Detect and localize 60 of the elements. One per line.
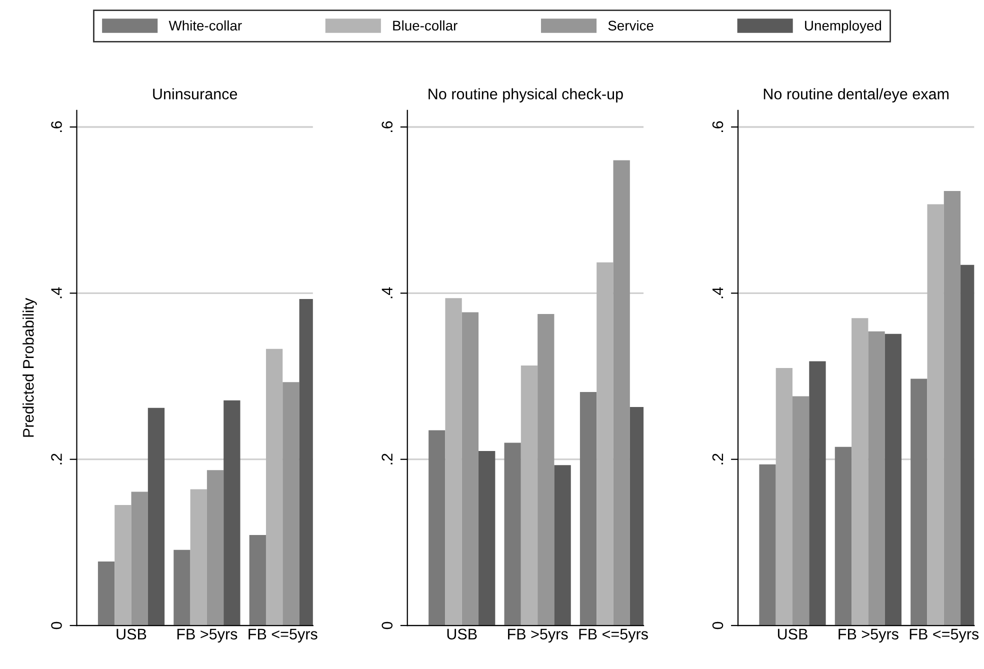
bar bbox=[884, 334, 902, 626]
bar bbox=[520, 365, 538, 626]
bar bbox=[428, 430, 446, 626]
bar bbox=[148, 408, 165, 626]
y-tick-label: .6 bbox=[382, 121, 393, 132]
x-tick-label: FB >5yrs bbox=[508, 628, 568, 643]
bar bbox=[759, 464, 776, 626]
bar bbox=[504, 442, 521, 626]
bar bbox=[190, 489, 207, 626]
y-tick-label: .4 bbox=[382, 287, 392, 298]
bar bbox=[776, 368, 792, 626]
bar bbox=[868, 331, 885, 626]
legend-label: White-collar bbox=[168, 20, 242, 31]
bar bbox=[266, 348, 283, 626]
bar bbox=[852, 318, 868, 626]
y-axis-title: Predicted Probability bbox=[22, 298, 37, 437]
legend-label: Blue-collar bbox=[393, 20, 458, 31]
chart-title: No routine physical check-up bbox=[428, 88, 623, 102]
bar bbox=[462, 312, 479, 626]
bar bbox=[596, 262, 614, 626]
y-tick-label: .2 bbox=[712, 454, 724, 464]
bar bbox=[206, 470, 224, 626]
y-tick-label: .4 bbox=[51, 287, 62, 298]
bar bbox=[927, 204, 944, 626]
y-tick-label: .6 bbox=[51, 121, 62, 132]
bar bbox=[478, 451, 496, 626]
y-tick-label: 0 bbox=[382, 622, 393, 630]
bar bbox=[538, 314, 554, 626]
bar bbox=[554, 465, 571, 626]
y-tick-label: 0 bbox=[51, 622, 62, 630]
x-tick-label: FB >5yrs bbox=[177, 628, 238, 643]
legend-label: Service bbox=[608, 20, 654, 31]
bar bbox=[114, 505, 132, 626]
bar bbox=[174, 550, 190, 626]
bar bbox=[445, 298, 462, 626]
legend-label: Unemployed bbox=[805, 20, 882, 34]
y-tick-label: .2 bbox=[382, 454, 392, 464]
y-tick-label: 0 bbox=[712, 622, 724, 630]
x-tick-label: FB >5yrs bbox=[838, 628, 898, 643]
y-tick-label: .2 bbox=[51, 454, 62, 464]
bar bbox=[580, 392, 597, 626]
x-tick-label: FB <=5yrs bbox=[579, 628, 648, 643]
chart-title: Uninsurance bbox=[153, 88, 238, 100]
x-tick-label: USB bbox=[447, 628, 477, 640]
bar bbox=[98, 562, 115, 626]
bar bbox=[131, 492, 148, 626]
x-tick-label: USB bbox=[778, 628, 808, 640]
y-tick-label: .4 bbox=[712, 287, 724, 298]
x-tick-label: FB <=5yrs bbox=[910, 628, 979, 643]
x-tick-label: FB <=5yrs bbox=[248, 628, 318, 643]
bar bbox=[910, 378, 928, 626]
bar bbox=[809, 361, 826, 626]
bar bbox=[224, 400, 240, 626]
bar bbox=[613, 160, 630, 626]
y-tick-label: .6 bbox=[712, 121, 724, 132]
bar bbox=[834, 446, 852, 626]
chart-title: No routine dental/eye exam bbox=[764, 88, 948, 102]
bar bbox=[792, 396, 810, 626]
bar bbox=[249, 534, 266, 626]
x-tick-label: USB bbox=[116, 628, 146, 640]
